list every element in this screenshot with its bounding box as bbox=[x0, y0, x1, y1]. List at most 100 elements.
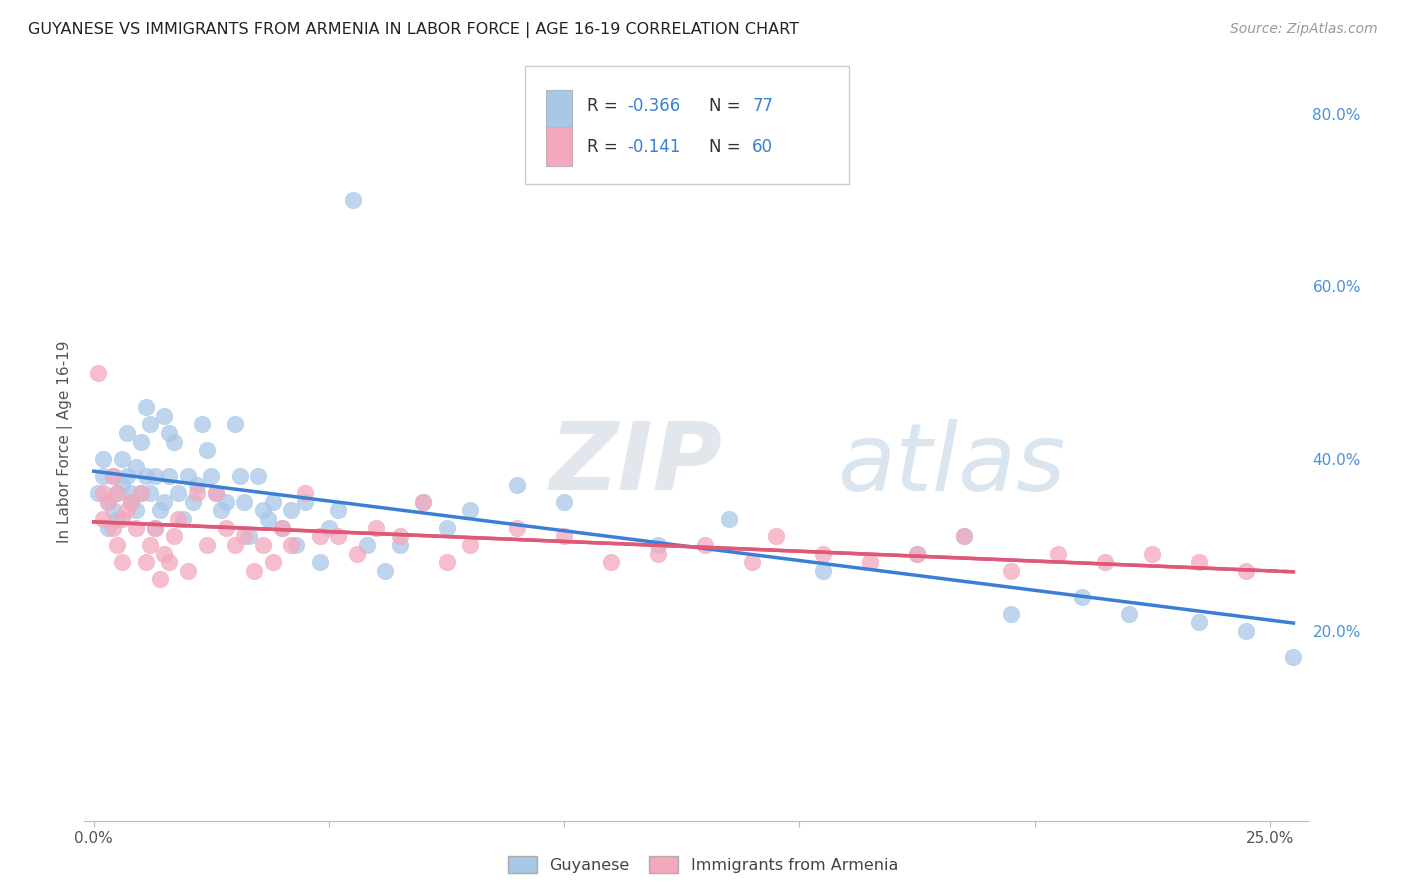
Point bbox=[111, 555, 134, 569]
Point bbox=[91, 451, 114, 466]
Y-axis label: In Labor Force | Age 16-19: In Labor Force | Age 16-19 bbox=[58, 340, 73, 543]
Point bbox=[105, 538, 128, 552]
Point bbox=[1282, 649, 1305, 664]
Point bbox=[271, 521, 294, 535]
Point bbox=[214, 495, 236, 509]
Point bbox=[97, 495, 120, 509]
Point bbox=[191, 417, 214, 432]
Point bbox=[177, 564, 200, 578]
Text: N =: N = bbox=[710, 97, 747, 115]
Point bbox=[143, 521, 166, 535]
Point bbox=[97, 521, 120, 535]
Point bbox=[157, 425, 180, 440]
Text: R =: R = bbox=[588, 137, 623, 155]
Point bbox=[506, 521, 529, 535]
Point bbox=[205, 486, 228, 500]
Point bbox=[280, 538, 302, 552]
Point bbox=[328, 529, 350, 543]
Point bbox=[101, 521, 124, 535]
Point bbox=[1070, 590, 1092, 604]
Point bbox=[1094, 555, 1116, 569]
Point bbox=[294, 495, 316, 509]
Point bbox=[1188, 555, 1211, 569]
Point bbox=[271, 521, 294, 535]
Point bbox=[135, 400, 157, 414]
Point bbox=[120, 486, 142, 500]
Point bbox=[553, 529, 575, 543]
FancyBboxPatch shape bbox=[524, 66, 849, 184]
Point bbox=[125, 460, 148, 475]
Point bbox=[135, 555, 157, 569]
Point bbox=[233, 495, 256, 509]
Point bbox=[242, 564, 264, 578]
Text: -0.366: -0.366 bbox=[627, 97, 681, 115]
Point bbox=[905, 547, 928, 561]
Text: 60: 60 bbox=[752, 137, 773, 155]
Text: atlas: atlas bbox=[837, 418, 1064, 510]
FancyBboxPatch shape bbox=[546, 127, 572, 166]
Point bbox=[200, 469, 222, 483]
Point bbox=[105, 486, 128, 500]
Point bbox=[1000, 564, 1022, 578]
Point bbox=[224, 538, 246, 552]
Point bbox=[228, 469, 250, 483]
Point bbox=[209, 503, 232, 517]
Point bbox=[167, 512, 190, 526]
Point bbox=[91, 486, 114, 500]
Point bbox=[120, 495, 142, 509]
Point bbox=[111, 451, 134, 466]
Point bbox=[115, 503, 138, 517]
Point bbox=[374, 564, 396, 578]
Point bbox=[111, 477, 134, 491]
Point bbox=[129, 434, 152, 449]
Point bbox=[1118, 607, 1140, 621]
Point bbox=[167, 486, 190, 500]
Point bbox=[695, 538, 717, 552]
Text: ZIP: ZIP bbox=[550, 418, 723, 510]
Point bbox=[157, 469, 180, 483]
Point bbox=[308, 529, 330, 543]
Point bbox=[149, 503, 172, 517]
Text: 77: 77 bbox=[752, 97, 773, 115]
Point bbox=[195, 538, 218, 552]
Point bbox=[388, 529, 411, 543]
Point bbox=[181, 495, 204, 509]
Point bbox=[388, 538, 411, 552]
Point bbox=[262, 495, 284, 509]
Point bbox=[506, 477, 529, 491]
Point bbox=[252, 538, 274, 552]
Point bbox=[318, 521, 340, 535]
Point bbox=[105, 486, 128, 500]
Point bbox=[125, 521, 148, 535]
Point bbox=[129, 486, 152, 500]
Point bbox=[120, 495, 142, 509]
Text: Source: ZipAtlas.com: Source: ZipAtlas.com bbox=[1230, 22, 1378, 37]
Point bbox=[342, 194, 364, 208]
Point bbox=[280, 503, 302, 517]
Text: -0.141: -0.141 bbox=[627, 137, 681, 155]
Point bbox=[139, 417, 162, 432]
Point bbox=[252, 503, 274, 517]
Text: N =: N = bbox=[710, 137, 747, 155]
Text: GUYANESE VS IMMIGRANTS FROM ARMENIA IN LABOR FORCE | AGE 16-19 CORRELATION CHART: GUYANESE VS IMMIGRANTS FROM ARMENIA IN L… bbox=[28, 22, 799, 38]
Point bbox=[412, 495, 434, 509]
Point bbox=[214, 521, 236, 535]
Point bbox=[101, 469, 124, 483]
Point bbox=[195, 443, 218, 458]
Point bbox=[953, 529, 976, 543]
Point bbox=[356, 538, 378, 552]
Point bbox=[647, 547, 669, 561]
Point bbox=[811, 547, 834, 561]
Point bbox=[328, 503, 350, 517]
Point bbox=[458, 503, 481, 517]
Point bbox=[717, 512, 740, 526]
Point bbox=[115, 469, 138, 483]
Point bbox=[953, 529, 976, 543]
Point bbox=[1142, 547, 1164, 561]
Point bbox=[153, 409, 176, 423]
Point bbox=[1236, 564, 1258, 578]
Point bbox=[149, 573, 172, 587]
Point bbox=[105, 512, 128, 526]
Point bbox=[153, 547, 176, 561]
Text: R =: R = bbox=[588, 97, 623, 115]
